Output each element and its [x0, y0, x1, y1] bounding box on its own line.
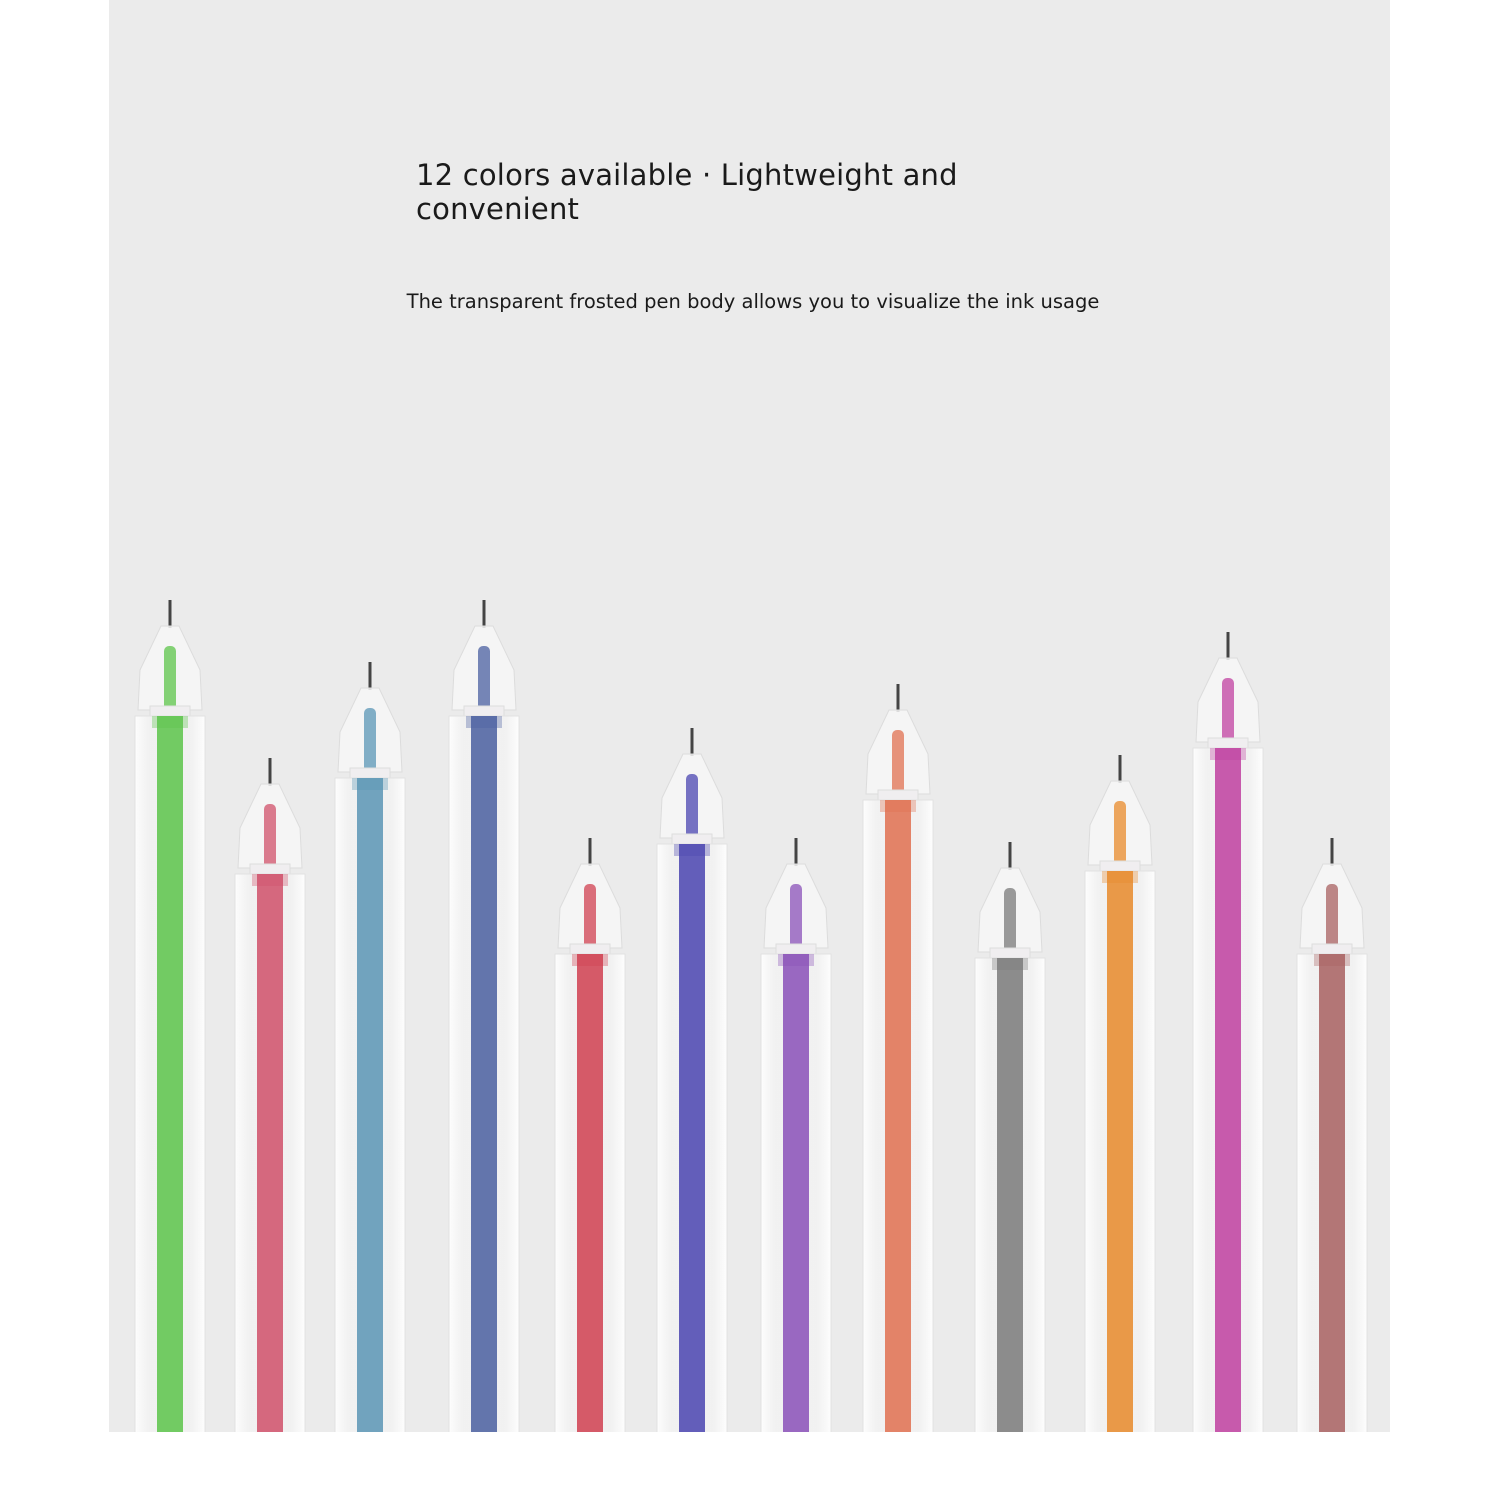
pen-ink-tube: [783, 954, 809, 1432]
pen-ink-cap: [778, 954, 814, 966]
headline: 12 colors available · Lightweight and co…: [416, 158, 958, 226]
pen-needle: [268, 758, 272, 786]
pen-ink-cap: [1210, 748, 1246, 760]
pen-ink-tip: [1004, 888, 1016, 952]
pen-ink-tip: [264, 804, 276, 868]
pen-magenta: [1192, 632, 1264, 1432]
product-image-panel: 12 colors available · Lightweight and co…: [109, 0, 1390, 1432]
pen-ink-tip: [1114, 801, 1126, 865]
pen-ink-tube: [577, 954, 603, 1432]
pen-ink-cap: [252, 874, 288, 886]
pen-ink-tip: [584, 884, 596, 948]
pen-ink-tube: [885, 800, 911, 1432]
pen-red: [554, 838, 626, 1432]
pen-ink-tip: [1326, 884, 1338, 948]
pen-needle: [1118, 755, 1122, 783]
pen-ink-cap: [1102, 871, 1138, 883]
pen-ink-cap: [1314, 954, 1350, 966]
pen-collar: [877, 789, 919, 801]
pen-ink-tip: [1222, 678, 1234, 742]
pens-illustration: [134, 600, 1368, 1432]
pen-needle: [1226, 632, 1230, 660]
pen-blue: [448, 600, 520, 1432]
pen-collar: [249, 863, 291, 875]
pen-collar: [1207, 737, 1249, 749]
pen-needle: [896, 684, 900, 712]
pen-salmon-orange: [862, 684, 934, 1432]
pen-purple: [760, 838, 832, 1432]
pen-ink-cap: [674, 844, 710, 856]
pen-ink-tube: [679, 844, 705, 1432]
pen-orange: [1084, 755, 1156, 1432]
pen-collar: [569, 943, 611, 955]
pen-ink-tube: [157, 716, 183, 1432]
subheadline: The transparent frosted pen body allows …: [406, 290, 1100, 313]
pen-ink-tube: [471, 716, 497, 1432]
pen-ink-tip: [478, 646, 490, 710]
pen-ink-tube: [1319, 954, 1345, 1432]
pen-ink-tip: [892, 730, 904, 794]
pen-needle: [482, 600, 486, 628]
pen-needle: [794, 838, 798, 866]
pen-pink: [234, 758, 306, 1432]
pen-ink-cap: [352, 778, 388, 790]
pen-collar: [463, 705, 505, 717]
pen-ink-tip: [164, 646, 176, 710]
pen-ink-cap: [572, 954, 608, 966]
pen-gray: [974, 842, 1046, 1432]
pen-teal-blue: [334, 662, 406, 1432]
pen-ink-cap: [880, 800, 916, 812]
pen-ink-tube: [357, 778, 383, 1432]
pen-ink-tube: [1215, 748, 1241, 1432]
pen-ink-tip: [686, 774, 698, 838]
pen-collar: [1099, 860, 1141, 872]
pen-collar: [775, 943, 817, 955]
pen-green: [134, 600, 206, 1432]
pen-needle: [1008, 842, 1012, 870]
pen-indigo: [656, 728, 728, 1432]
pen-ink-cap: [466, 716, 502, 728]
pen-ink-tip: [790, 884, 802, 948]
pen-collar: [989, 947, 1031, 959]
pen-collar: [349, 767, 391, 779]
pen-ink-tube: [997, 958, 1023, 1432]
pen-collar: [1311, 943, 1353, 955]
pen-needle: [588, 838, 592, 866]
pen-ink-tube: [1107, 871, 1133, 1432]
pen-collar: [671, 833, 713, 845]
pen-needle: [368, 662, 372, 690]
pen-ink-tip: [364, 708, 376, 772]
pen-ink-cap: [152, 716, 188, 728]
pen-needle: [1330, 838, 1334, 866]
pen-ink-cap: [992, 958, 1028, 970]
pen-collar: [149, 705, 191, 717]
pen-needle: [690, 728, 694, 756]
pen-needle: [168, 600, 172, 628]
pen-brown: [1296, 838, 1368, 1432]
pen-ink-tube: [257, 874, 283, 1432]
